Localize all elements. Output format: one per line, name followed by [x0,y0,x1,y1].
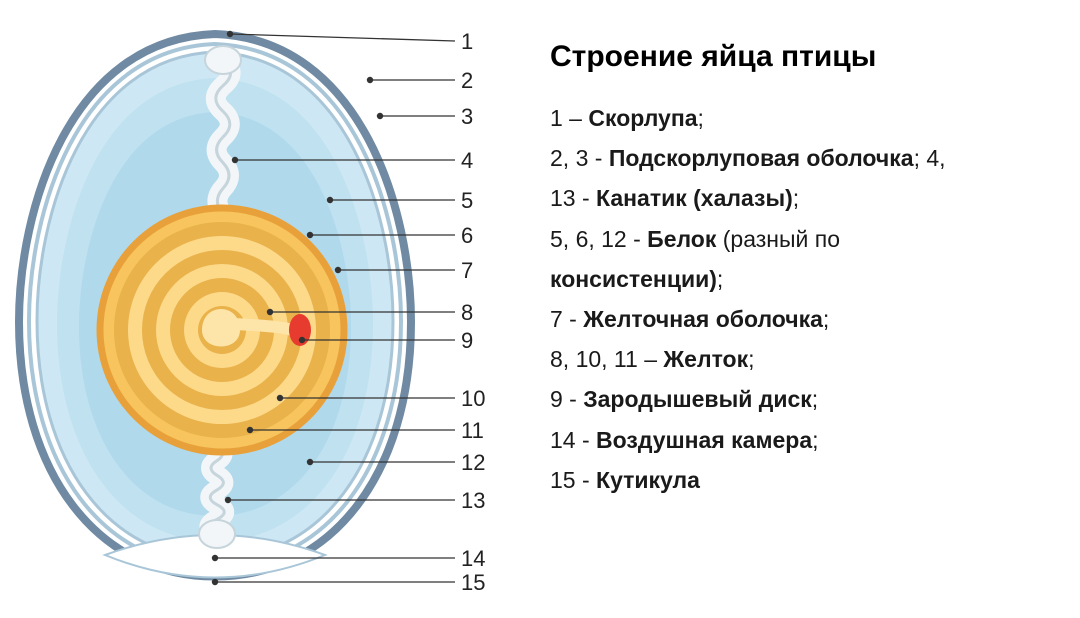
legend-rest: ; [748,346,754,372]
leader-number: 14 [461,546,485,572]
leader-number: 5 [461,188,473,214]
legend-rest: ; [717,266,723,292]
legend-line: 1 – Скорлупа; [550,102,1050,134]
legend-term: Скорлупа [588,105,697,131]
legend-rest: ; [698,105,704,131]
leader-number: 13 [461,488,485,514]
legend-line: 13 - Канатик (халазы); [550,182,1050,214]
legend-rest: (разный по [716,226,840,252]
leader-number: 10 [461,386,485,412]
legend-line: 9 - Зародышевый диск; [550,383,1050,415]
leader-number: 15 [461,570,485,596]
legend-num: 14 - [550,427,596,453]
leader-number: 6 [461,223,473,249]
diagram-title: Строение яйца птицы [550,40,1050,74]
legend-rest: ; 4, [914,145,946,171]
legend-line: 15 - Кутикула [550,464,1050,496]
legend-term: Зародышевый диск [583,386,812,412]
legend-line: 7 - Желточная оболочка; [550,303,1050,335]
legend-num: 2, 3 - [550,145,609,171]
legend-num: 15 - [550,467,596,493]
legend-term: Желток [663,346,748,372]
legend-term: Желточная оболочка [583,306,823,332]
legend-num: 7 - [550,306,583,332]
legend-num: 8, 10, 11 – [550,346,663,372]
legend-rest: ; [812,386,818,412]
legend-line: 8, 10, 11 – Желток; [550,343,1050,375]
legend-term: консистенции) [550,266,717,292]
egg-diagram: 123456789101112131415 [0,0,530,618]
legend-num: 1 – [550,105,588,131]
legend-list: 1 – Скорлупа; 2, 3 - Подскорлуповая оболо… [550,102,1050,496]
legend-num: 13 - [550,185,596,211]
legend-line: 2, 3 - Подскорлуповая оболочка; 4, [550,142,1050,174]
leader-number: 9 [461,328,473,354]
legend-term: Белок [647,226,716,252]
leader-number: 3 [461,104,473,130]
legend-rest: ; [812,427,818,453]
legend-num: 5, 6, 12 - [550,226,647,252]
leader-number: 12 [461,450,485,476]
leader-number: 7 [461,258,473,284]
legend-term: Кутикула [596,467,700,493]
legend-line: 5, 6, 12 - Белок (разный по [550,223,1050,255]
leader-number: 2 [461,68,473,94]
legend-line: консистенции); [550,263,1050,295]
legend-term: Канатик (халазы) [596,185,793,211]
legend-rest: ; [793,185,799,211]
legend-panel: Строение яйца птицы 1 – Скорлупа; 2, 3 - … [530,0,1060,618]
legend-line: 14 - Воздушная камера; [550,424,1050,456]
egg-svg [0,0,530,618]
leader-number: 1 [461,29,473,55]
leader-number: 11 [461,418,484,444]
legend-num: 9 - [550,386,583,412]
legend-term: Воздушная камера [596,427,812,453]
leader-number: 4 [461,148,473,174]
legend-term: Подскорлуповая оболочка [609,145,914,171]
legend-rest: ; [823,306,829,332]
leader-number: 8 [461,300,473,326]
